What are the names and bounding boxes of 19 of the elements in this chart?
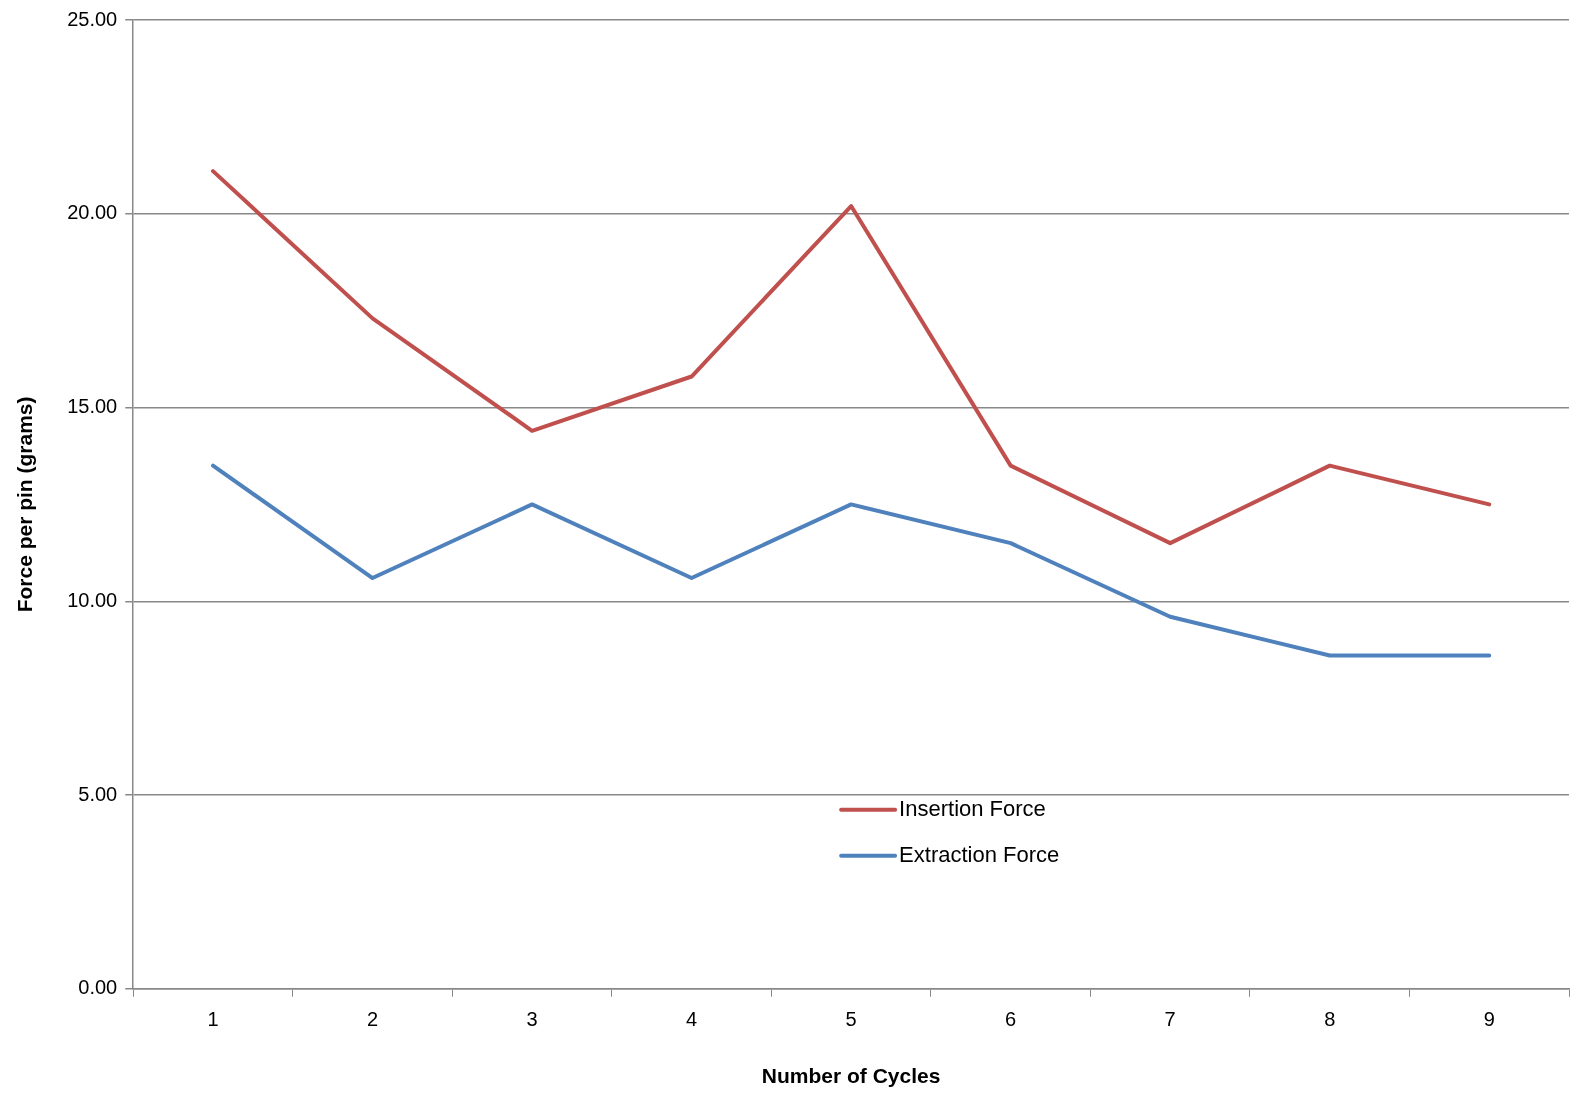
y-axis-title: Force per pin (grams) — [13, 396, 37, 613]
x-tick-label: 2 — [366, 1008, 379, 1031]
x-tick-label: 5 — [845, 1008, 857, 1031]
legend-label: Extraction Force — [899, 841, 1060, 867]
x-axis-title: Number of Cycles — [761, 1064, 941, 1088]
y-tick-label: 5.00 — [78, 782, 118, 805]
y-tick-label: 10.00 — [67, 588, 118, 611]
x-tick-label: 7 — [1164, 1008, 1176, 1031]
y-tick-label: 0.00 — [78, 976, 118, 999]
y-tick-label: 15.00 — [67, 395, 118, 418]
y-tick-label: 20.00 — [67, 201, 118, 224]
x-tick-label: 1 — [207, 1008, 219, 1031]
x-tick-label: 4 — [686, 1008, 698, 1031]
y-tick-label: 25.00 — [67, 7, 118, 30]
x-tick-label: 9 — [1483, 1008, 1495, 1031]
x-tick-label: 3 — [526, 1008, 538, 1031]
x-tick-label: 6 — [1005, 1008, 1017, 1031]
x-tick-label: 8 — [1324, 1008, 1336, 1031]
legend-label: Insertion Force — [899, 795, 1046, 821]
